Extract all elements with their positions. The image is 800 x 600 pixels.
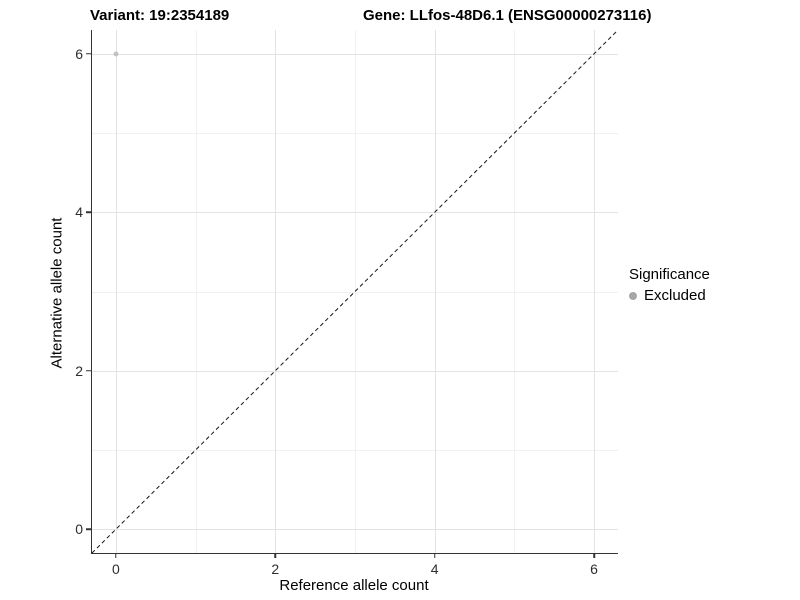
legend-item-excluded: Excluded — [629, 287, 710, 304]
plot-title-variant: Variant: 19:2354189 — [90, 7, 230, 24]
y-axis-tick — [85, 211, 91, 213]
y-axis-tick-label: 4 — [75, 204, 83, 221]
plot-panel-inner: 0 2 4 6 0 2 4 6 — [75, 29, 619, 577]
y-axis-tick-label: 6 — [75, 45, 83, 62]
plot-title-gene: Gene: LLfos-48D6.1 (ENSG00000273116) — [363, 7, 652, 24]
y-axis-tick-label: 2 — [75, 362, 83, 379]
x-axis-tick-label: 2 — [271, 561, 280, 577]
x-axis-tick — [115, 553, 117, 558]
identity-dashed-line — [91, 29, 619, 554]
y-axis-tick — [85, 53, 91, 55]
y-axis-tick-label: 0 — [75, 521, 83, 538]
x-axis-tick-label: 4 — [430, 561, 439, 577]
x-axis-tick-label: 6 — [590, 561, 598, 577]
x-axis-tick — [593, 553, 595, 558]
legend-key-dot-icon — [629, 291, 637, 300]
y-axis-title: Alternative allele count — [48, 217, 66, 369]
y-axis-tick — [85, 528, 91, 530]
y-axis-tick — [85, 369, 91, 372]
plot-panel: 0 2 4 6 0 2 4 6 — [75, 29, 619, 577]
x-axis-tick-label: 0 — [112, 561, 120, 577]
legend-item-label: Excluded — [644, 287, 706, 304]
x-axis-tick — [274, 553, 277, 558]
data-point-excluded — [113, 51, 119, 57]
x-axis-tick — [433, 553, 436, 558]
legend-title: Significance — [629, 266, 710, 283]
legend: Significance Excluded — [629, 266, 710, 304]
x-axis-title: Reference allele count — [279, 577, 429, 594]
